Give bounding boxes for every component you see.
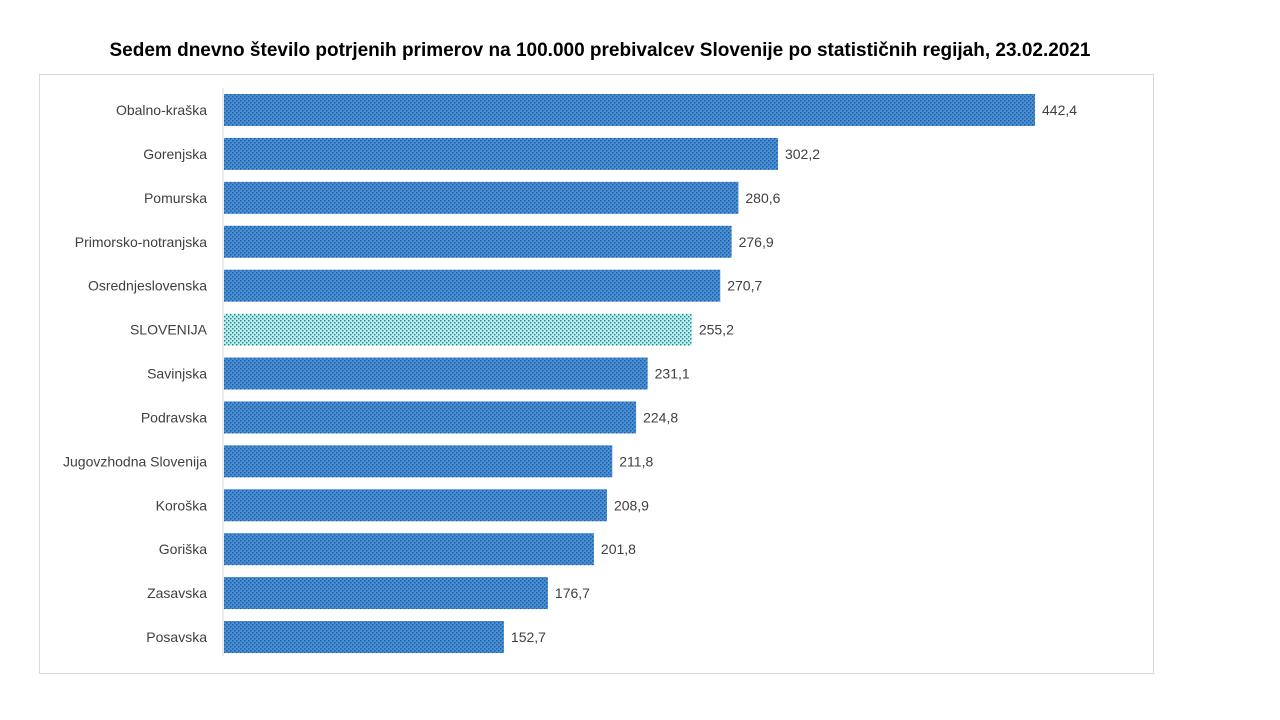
bar-3 — [224, 225, 732, 258]
chart-title: Sedem dnevno število potrjenih primerov … — [109, 40, 1091, 61]
category-label: Koroška — [156, 497, 208, 513]
bar-0 — [224, 94, 1035, 126]
bar-9 — [224, 489, 607, 522]
value-label: 201,8 — [601, 541, 636, 557]
category-label: Pomurska — [144, 190, 207, 206]
bar-1 — [224, 137, 778, 170]
category-label: Zasavska — [147, 585, 207, 601]
category-label: Goriška — [159, 541, 207, 557]
category-label: Jugovzhodna Slovenija — [63, 453, 207, 469]
value-label: 176,7 — [555, 585, 590, 601]
bar-4 — [224, 269, 721, 302]
bar-6 — [224, 357, 648, 390]
value-label: 302,2 — [785, 146, 820, 162]
bar-2 — [224, 181, 739, 214]
bar-7 — [224, 401, 637, 434]
bar-11 — [224, 577, 548, 610]
bar-8 — [224, 445, 613, 478]
value-label: 224,8 — [643, 409, 678, 425]
value-label: 276,9 — [739, 234, 774, 250]
value-label: 231,1 — [655, 366, 690, 382]
category-label: Osrednjeslovenska — [88, 278, 207, 294]
bar-10 — [224, 533, 594, 566]
value-label: 280,6 — [745, 190, 780, 206]
category-label: SLOVENIJA — [130, 322, 208, 338]
category-label: Podravska — [141, 409, 207, 425]
category-label: Primorsko-notranjska — [75, 234, 207, 250]
value-label: 442,4 — [1042, 102, 1077, 118]
category-label: Obalno-kraška — [116, 102, 207, 118]
value-label: 211,8 — [619, 453, 653, 469]
category-label: Gorenjska — [143, 146, 207, 162]
bar-5 — [224, 313, 692, 346]
value-label: 208,9 — [614, 497, 649, 513]
category-label: Savinjska — [147, 366, 207, 382]
value-label: 270,7 — [727, 278, 762, 294]
chart-frame — [39, 74, 1154, 674]
bar-12 — [224, 621, 504, 653]
value-label: 152,7 — [511, 629, 546, 645]
value-label: 255,2 — [699, 322, 734, 338]
category-label: Posavska — [146, 629, 207, 645]
